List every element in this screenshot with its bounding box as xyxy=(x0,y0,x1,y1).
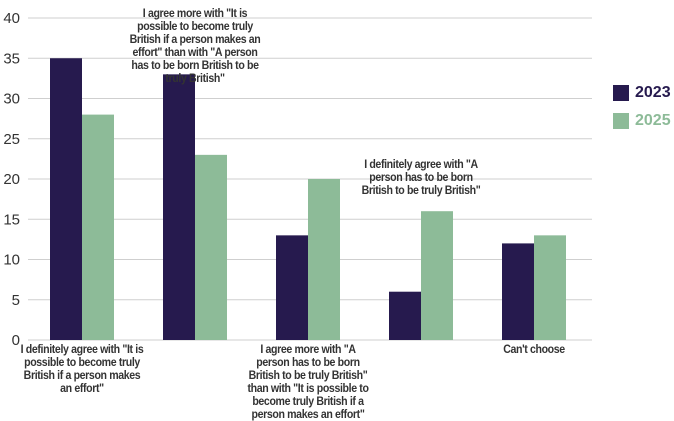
legend-item-2025: 2025 xyxy=(613,112,671,130)
bar-2025-2 xyxy=(195,154,227,340)
category-label-4: I definitely agree with "A person has to… xyxy=(361,159,481,197)
legend-item-2023: 2023 xyxy=(613,84,671,102)
bar-2023-4 xyxy=(389,291,421,340)
bar-2025-4 xyxy=(421,211,453,340)
y-tick-label: 0 xyxy=(12,332,20,349)
bar-2023-1 xyxy=(50,58,82,340)
bar-2025-3 xyxy=(308,179,340,340)
y-tick-label: 10 xyxy=(3,252,20,269)
category-label-2: I agree more with "It is possible to bec… xyxy=(129,8,261,85)
y-tick-label: 15 xyxy=(3,211,20,228)
bar-2025-5 xyxy=(534,235,566,340)
category-label-1: I definitely agree with "It is possible … xyxy=(20,344,144,395)
legend-label-2023: 2023 xyxy=(635,84,671,101)
legend-label-2025: 2025 xyxy=(635,112,671,129)
category-label-3: I agree more with "A person has to be bo… xyxy=(247,344,369,421)
y-tick-label: 35 xyxy=(3,50,20,67)
bar-2023-3 xyxy=(276,235,308,340)
y-tick-label: 5 xyxy=(12,292,20,309)
bar-2023-2 xyxy=(163,74,195,340)
y-tick-label: 30 xyxy=(3,91,20,108)
bar-2025-1 xyxy=(82,114,114,340)
y-tick-label: 20 xyxy=(3,171,20,188)
legend-swatch-2023 xyxy=(613,85,629,101)
y-tick-label: 25 xyxy=(3,131,20,148)
category-label-5: Can't choose xyxy=(503,344,565,356)
legend-swatch-2025 xyxy=(613,113,629,129)
y-tick-label: 40 xyxy=(3,10,20,27)
bar-2023-5 xyxy=(502,243,534,340)
